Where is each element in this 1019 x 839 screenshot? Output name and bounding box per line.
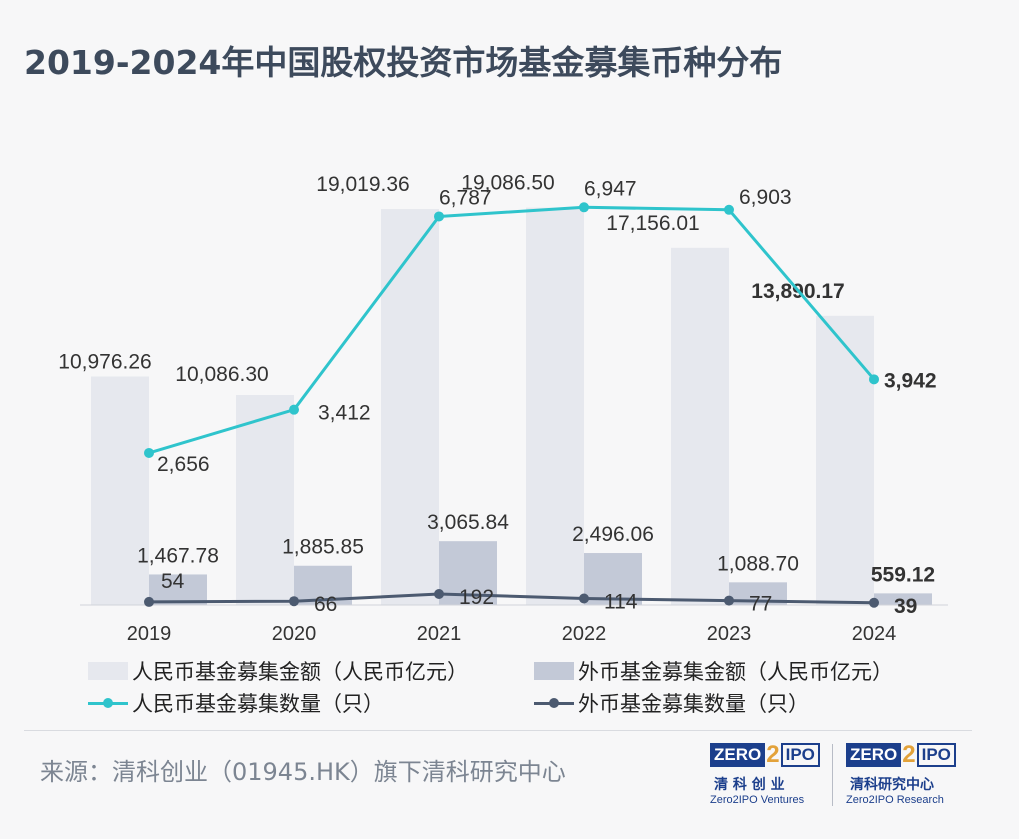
bar-fx-amount-2019 bbox=[149, 574, 207, 605]
legend-swatch-rmb-count bbox=[88, 694, 128, 712]
data-label-fx-amount-2020: 1,885.85 bbox=[282, 536, 364, 559]
data-label-fx-count-2019: 54 bbox=[161, 570, 185, 593]
data-label-fx-amount-2021: 3,065.84 bbox=[427, 511, 509, 534]
logo-cn-text: 清 科 创 业 bbox=[714, 777, 785, 793]
footer-divider bbox=[24, 730, 972, 731]
logo-mark: ZERO 2 IPO bbox=[846, 741, 956, 768]
legend-label-fx-count: 外币基金募集数量（只） bbox=[578, 692, 809, 716]
data-label-rmb-count-2020: 3,412 bbox=[318, 402, 371, 425]
point-fx-count-2023 bbox=[724, 595, 734, 606]
logo-en-text: Zero2IPO Research bbox=[846, 794, 944, 806]
point-rmb-count-2024 bbox=[869, 374, 879, 385]
data-label-fx-amount-2019: 1,467.78 bbox=[137, 544, 219, 567]
legend-swatch-fx-amount bbox=[534, 662, 574, 680]
bar-rmb-amount-2022 bbox=[526, 207, 584, 605]
zero2ipo-research-logo: ZERO 2 IPO 清科研究中心 Zero2IPO Research bbox=[846, 740, 976, 812]
line-fx-count bbox=[148, 592, 875, 605]
legend-label-rmb-count: 人民币基金募集数量（只） bbox=[132, 692, 384, 716]
point-fx-count-2024 bbox=[869, 597, 879, 608]
legend-swatch-rmb-amount bbox=[88, 662, 128, 680]
data-label-rmb-count-2019: 2,656 bbox=[157, 453, 210, 476]
data-label-fx-amount-2022: 2,496.06 bbox=[572, 523, 654, 546]
data-label-rmb-count-2022: 6,947 bbox=[584, 177, 637, 200]
point-rmb-count-2019 bbox=[144, 447, 154, 458]
point-fx-count-2020 bbox=[289, 596, 299, 607]
point-fx-count-2022 bbox=[579, 593, 589, 604]
legend: 人民币基金募集金额（人民币亿元） 外币基金募集金额（人民币亿元） 人民币基金募集… bbox=[88, 656, 948, 720]
data-label-rmb-amount-2020: 10,086.30 bbox=[175, 363, 268, 386]
zero2ipo-ventures-logo: ZERO 2 IPO 清 科 创 业 Zero2IPO Ventures bbox=[710, 740, 840, 812]
source-note: 来源：清科创业（01945.HK）旗下清科研究中心 bbox=[40, 758, 566, 786]
x-tick-label-2021: 2021 bbox=[417, 623, 462, 645]
legend-item-rmb-amount: 人民币基金募集金额（人民币亿元） bbox=[88, 656, 468, 686]
data-label-rmb-count-2021: 6,787 bbox=[439, 186, 492, 209]
data-label-rmb-amount-2019: 10,976.26 bbox=[58, 350, 151, 373]
x-tick-label-2020: 2020 bbox=[272, 623, 317, 645]
point-rmb-count-2020 bbox=[289, 404, 299, 415]
logo-separator bbox=[832, 744, 833, 806]
x-tick-label-2023: 2023 bbox=[707, 623, 752, 645]
bar-rmb-amount-2023 bbox=[671, 247, 729, 605]
data-label-rmb-amount-2021: 19,019.36 bbox=[316, 173, 409, 196]
point-rmb-count-2023 bbox=[724, 204, 734, 215]
data-label-fx-count-2024: 39 bbox=[894, 595, 917, 618]
data-label-fx-amount-2023: 1,088.70 bbox=[717, 552, 799, 575]
data-label-rmb-amount-2023: 17,156.01 bbox=[606, 212, 699, 235]
point-rmb-count-2022 bbox=[579, 202, 589, 213]
x-tick-label-2022: 2022 bbox=[562, 623, 607, 645]
data-label-rmb-count-2024: 3,942 bbox=[884, 369, 937, 392]
legend-swatch-fx-count bbox=[534, 694, 574, 712]
x-tick-label-2024: 2024 bbox=[852, 623, 897, 645]
chart: 2019 2020 2021 2022 2023 2024 10,976.26 1,467.7… bbox=[58, 172, 948, 645]
point-fx-count-2021 bbox=[434, 589, 444, 600]
x-tick-label-2019: 2019 bbox=[127, 623, 172, 645]
data-label-rmb-amount-2022: 19,086.50 bbox=[461, 172, 554, 195]
logo-cn-text: 清科研究中心 bbox=[850, 777, 934, 793]
data-label-fx-count-2020: 66 bbox=[314, 593, 337, 616]
legend-item-fx-amount: 外币基金募集金额（人民币亿元） bbox=[534, 656, 893, 686]
chart-title: 2019-2024年中国股权投资市场基金募集币种分布 bbox=[24, 43, 783, 82]
bar-rmb-amount-2021 bbox=[381, 209, 439, 605]
data-label-fx-count-2023: 77 bbox=[749, 593, 772, 616]
bar-rmb-amount-2020 bbox=[236, 395, 294, 605]
bar-fx-amount-2024 bbox=[874, 593, 932, 605]
data-label-rmb-count-2023: 6,903 bbox=[739, 186, 792, 209]
data-label-fx-count-2021: 192 bbox=[459, 586, 494, 609]
bar-rmb-amount-2019 bbox=[91, 376, 149, 605]
line-rmb-count bbox=[148, 205, 876, 455]
data-label-fx-count-2022: 114 bbox=[604, 590, 638, 613]
bar-fx-amount-2022 bbox=[584, 553, 642, 605]
legend-label-rmb-amount: 人民币基金募集金额（人民币亿元） bbox=[132, 660, 468, 684]
logo-en-text: Zero2IPO Ventures bbox=[710, 794, 805, 806]
logo-mark: ZERO 2 IPO bbox=[710, 741, 820, 768]
legend-label-fx-amount: 外币基金募集金额（人民币亿元） bbox=[578, 660, 893, 684]
point-rmb-count-2021 bbox=[434, 211, 444, 222]
legend-item-rmb-count: 人民币基金募集数量（只） bbox=[88, 688, 384, 718]
point-fx-count-2019 bbox=[144, 596, 154, 607]
bar-rmb-amount-2024 bbox=[816, 315, 874, 605]
data-label-fx-amount-2024: 559.12 bbox=[871, 563, 935, 586]
legend-item-fx-count: 外币基金募集数量（只） bbox=[534, 688, 809, 718]
